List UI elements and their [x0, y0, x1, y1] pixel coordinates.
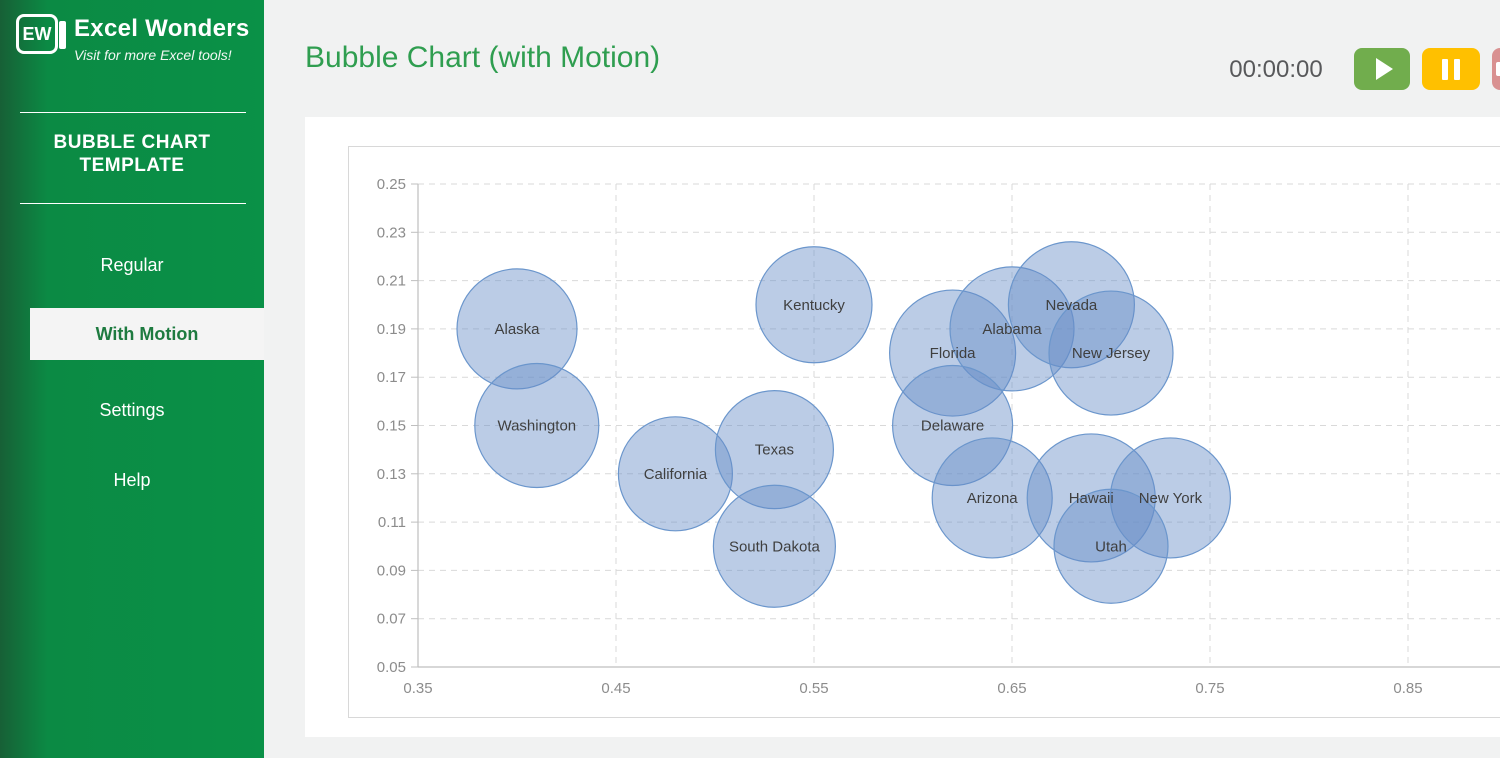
bubble-new-jersey [1048, 290, 1174, 416]
bubble-chart: 0.05 0.07 0.09 0.11 0.13 0.15 0.17 0.19 0.21 0.23… [348, 146, 1500, 718]
sidebar: EW Excel Wonders Visit for more Excel to… [0, 0, 264, 758]
bubble-label-delaware: Delaware [921, 418, 984, 435]
y-tick-label: 0.11 [378, 514, 406, 531]
timer-display: 00:00:00 [1229, 56, 1323, 83]
bubble-kentucky [755, 246, 873, 364]
excel-wonders-logo-icon: EW [16, 14, 66, 54]
sidebar-item-settings[interactable]: Settings [0, 389, 264, 431]
bubble-label-washington: Washington [497, 418, 576, 435]
bubble-label-kentucky: Kentucky [783, 297, 845, 314]
sidebar-item-label: Settings [99, 399, 165, 420]
x-tick-label: 0.55 [799, 680, 828, 697]
bubble-alaska [456, 268, 578, 390]
sidebar-item-regular[interactable]: Regular [0, 244, 264, 286]
logo[interactable]: EW Excel Wonders Visit for more Excel to… [16, 14, 250, 63]
y-tick-label: 0.15 [377, 418, 406, 435]
divider [20, 203, 246, 204]
x-tick-label: 0.85 [1393, 680, 1422, 697]
y-tick-label: 0.23 [377, 224, 406, 241]
x-tick-label: 0.35 [403, 680, 432, 697]
pause-button[interactable] [1422, 48, 1480, 90]
brand-name: Excel Wonders [74, 15, 250, 42]
bubble-label-nevada: Nevada [1046, 297, 1098, 314]
bubble-texas [714, 390, 834, 510]
y-tick-label: 0.13 [377, 466, 406, 483]
logo-initials: EW [22, 23, 52, 44]
bubble-new-york [1109, 437, 1232, 559]
sidebar-item-label: Help [113, 469, 151, 490]
y-tick-label: 0.21 [377, 273, 406, 290]
sidebar-item-label: With Motion [95, 323, 199, 344]
x-tick-label: 0.65 [997, 680, 1026, 697]
bubble-arizona [931, 437, 1053, 559]
bubble-south-dakota [712, 484, 836, 608]
bubble-washington [474, 362, 600, 489]
bubble-alabama [949, 266, 1075, 392]
x-tick-label: 0.75 [1195, 680, 1224, 697]
bubble-label-california: California [644, 466, 708, 483]
sidebar-item-with-motion[interactable]: With Motion [30, 308, 264, 360]
chart-card: 0.05 0.07 0.09 0.11 0.13 0.15 0.17 0.19 0.21 0.23… [305, 117, 1500, 737]
play-button[interactable] [1354, 48, 1410, 90]
divider [20, 112, 246, 113]
bubble-label-florida: Florida [930, 345, 977, 362]
bubble-label-new-york: New York [1139, 490, 1203, 507]
bubble-label-texas: Texas [755, 442, 794, 459]
bubble-label-alaska: Alaska [494, 321, 540, 338]
y-tick-label: 0.19 [377, 321, 406, 338]
bubble-delaware [891, 364, 1014, 487]
bubble-utah [1053, 488, 1169, 604]
bubble-california [617, 416, 733, 532]
y-tick-label: 0.25 [377, 176, 406, 193]
bubble-label-hawaii: Hawaii [1069, 490, 1114, 507]
bubble-label-south-dakota: South Dakota [729, 538, 821, 555]
sidebar-item-label: Regular [100, 254, 164, 275]
page-title: Bubble Chart (with Motion) [305, 41, 661, 74]
bubble-label-arizona: Arizona [967, 490, 1019, 507]
y-tick-label: 0.17 [377, 369, 406, 386]
pause-icon [1442, 58, 1460, 80]
sidebar-section-title: BUBBLE CHART TEMPLATE [53, 132, 211, 176]
brand-tagline: Visit for more Excel tools! [74, 47, 232, 63]
bubble-label-utah: Utah [1095, 538, 1127, 555]
bubble-hawaii [1026, 433, 1156, 563]
x-tick-label: 0.45 [601, 680, 630, 697]
y-tick-label: 0.07 [377, 611, 406, 628]
stop-button[interactable] [1492, 48, 1500, 90]
bubble-label-new-jersey: New Jersey [1072, 345, 1151, 362]
play-icon [1376, 58, 1393, 80]
y-tick-label: 0.05 [377, 659, 406, 676]
stop-icon [1496, 62, 1500, 76]
sidebar-item-help[interactable]: Help [0, 459, 264, 501]
bubble-chart-svg: 0.05 0.07 0.09 0.11 0.13 0.15 0.17 0.19 0.21 0.23… [377, 176, 1500, 697]
y-tick-label: 0.09 [377, 562, 406, 579]
bubble-label-alabama: Alabama [982, 321, 1042, 338]
